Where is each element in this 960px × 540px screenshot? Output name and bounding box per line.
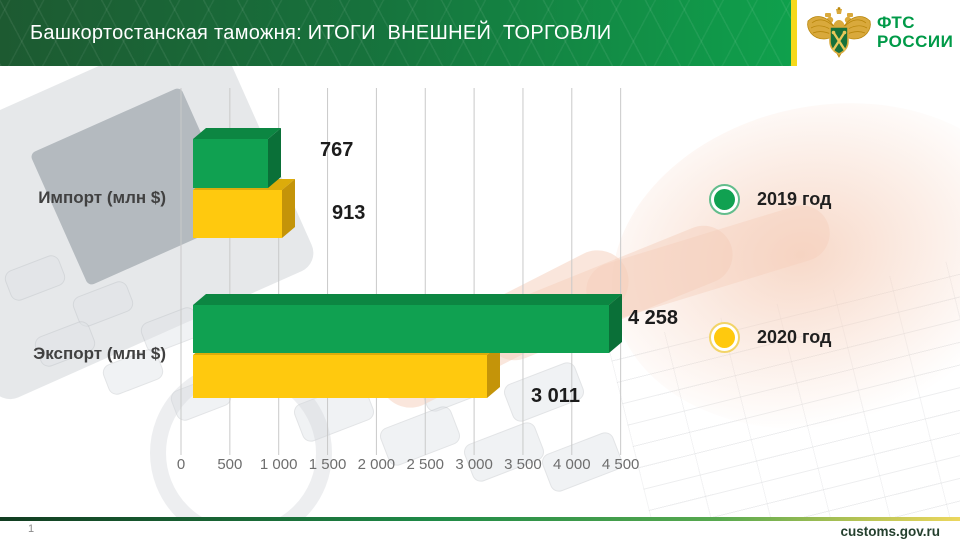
x-tick-label: 2 000	[357, 456, 396, 473]
x-tick-label: 4 000	[553, 456, 591, 473]
bar-export-2019-side	[609, 294, 622, 353]
category-label-import: Импорт (млн $)	[38, 188, 166, 207]
fts-logo-text: ФТС РОССИИ	[877, 13, 953, 51]
bar-export-2019-front	[193, 305, 609, 353]
legend-marker-2019-icon	[709, 184, 740, 215]
legend-label-2019: 2019 год	[757, 189, 832, 209]
bar-import-2019-top	[193, 128, 281, 139]
site-url-link[interactable]: customs.gov.ru	[840, 524, 940, 539]
legend-label-2020: 2020 год	[757, 327, 832, 347]
customs-eagle-emblem-icon	[807, 7, 871, 58]
bar-export-2020-side	[487, 344, 500, 398]
page-number: 1	[28, 523, 35, 535]
category-label-export: Экспорт (млн $)	[33, 344, 166, 363]
slide-header: Башкортостанская таможня: ИТОГИ ВНЕШНЕЙ …	[0, 0, 791, 66]
x-tick-label: 4 500	[601, 456, 640, 473]
bar-export-2020-front	[193, 355, 487, 398]
x-tick-label: 3 500	[504, 456, 542, 473]
fts-logo-line1: ФТС	[877, 13, 916, 32]
fts-logo-line2: РОССИИ	[877, 32, 954, 51]
bar-export-2019-top	[193, 294, 622, 305]
x-axis: 0 500 1 000 1 500 2 000 2 500 3 000 3 500 4 000 4…	[0, 456, 960, 476]
legend-item-2020: 2020 год	[709, 322, 832, 353]
page-title: Башкортостанская таможня: ИТОГИ ВНЕШНЕЙ …	[30, 21, 612, 44]
bar-import-2020-front	[193, 190, 282, 238]
x-tick-label: 1 500	[308, 456, 347, 473]
accent-stripe	[791, 0, 797, 66]
legend-marker-2020-icon	[709, 322, 740, 353]
x-tick-label: 0	[176, 456, 186, 473]
value-label-export-2020: 3 011	[531, 385, 580, 407]
legend-item-2019: 2019 год	[709, 184, 832, 215]
footer-divider	[0, 517, 960, 521]
bar-import-2019-side	[268, 128, 281, 188]
x-tick-label: 1 000	[259, 456, 298, 473]
value-label-import-2019: 767	[320, 139, 354, 161]
bar-import-2020-side	[282, 179, 295, 238]
fts-logo: ФТС РОССИИ	[797, 0, 960, 66]
bar-import-2019-front	[193, 139, 268, 188]
value-label-export-2019: 4 258	[628, 307, 679, 329]
x-tick-label: 3 000	[455, 456, 493, 473]
x-tick-label: 500	[217, 456, 243, 473]
value-label-import-2020: 913	[332, 202, 366, 224]
x-tick-label: 2 500	[406, 456, 445, 473]
